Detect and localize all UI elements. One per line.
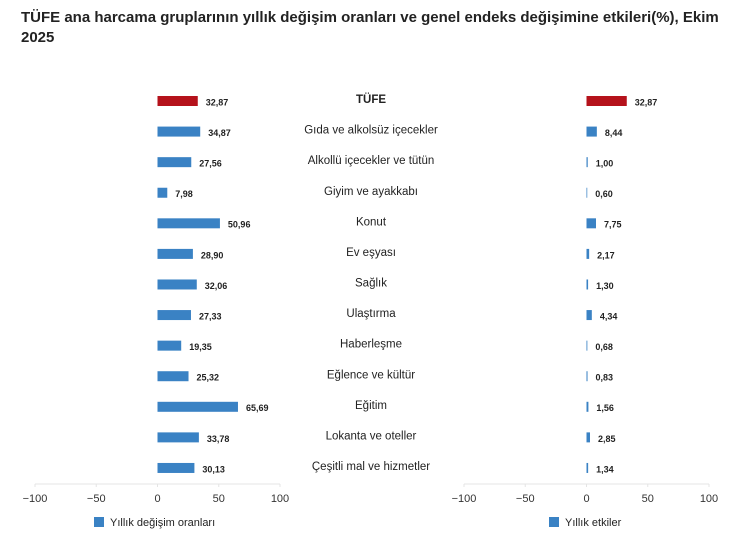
value-label: 7,98 — [175, 189, 193, 199]
bar — [157, 218, 220, 229]
value-label: 65,69 — [246, 403, 269, 413]
x-tick-label: 100 — [271, 493, 289, 505]
bar — [157, 279, 197, 290]
category-label: Eğlence ve kültür — [327, 369, 415, 381]
value-label: 0,83 — [596, 373, 614, 383]
category-label: Çeşitli mal ve hizmetler — [312, 461, 430, 473]
value-label: 32,87 — [206, 97, 229, 107]
category-label: Gıda ve alkolsüz içecekler — [304, 125, 438, 137]
bar — [586, 96, 627, 106]
category-label: Haberleşme — [340, 339, 402, 351]
bar — [157, 310, 191, 321]
bar — [157, 96, 198, 106]
value-label: 4,34 — [600, 311, 618, 321]
bar — [157, 157, 192, 168]
category-label: Lokanta ve oteller — [326, 430, 417, 442]
value-label: 32,06 — [205, 281, 228, 291]
category-label: Ev eşyası — [346, 247, 396, 259]
bar — [586, 462, 589, 473]
bar — [586, 310, 592, 321]
bar — [157, 340, 182, 351]
value-label: 33,78 — [207, 434, 230, 444]
x-tick-label: −100 — [23, 493, 48, 505]
legend-label: Yıllık etkiler — [565, 517, 622, 529]
value-label: 25,32 — [197, 373, 220, 383]
legend-label: Yıllık değişim oranları — [110, 517, 215, 529]
bar — [157, 371, 189, 382]
x-tick-label: −50 — [516, 493, 535, 505]
category-label: Sağlık — [355, 278, 387, 290]
bar — [586, 218, 596, 229]
value-label: 28,90 — [201, 250, 224, 260]
bar — [157, 248, 193, 259]
value-label: 1,56 — [596, 403, 614, 413]
x-tick-label: 100 — [700, 493, 718, 505]
value-label: 1,34 — [596, 464, 614, 474]
value-label: 1,00 — [596, 159, 614, 169]
value-label: 30,13 — [202, 464, 225, 474]
category-label: Konut — [356, 216, 387, 228]
x-tick-label: 50 — [213, 493, 225, 505]
value-label: 0,60 — [595, 189, 613, 199]
bar — [157, 462, 195, 473]
category-label: TÜFE — [356, 93, 386, 106]
bar — [586, 401, 589, 412]
bar — [157, 432, 199, 443]
x-tick-label: 50 — [642, 493, 654, 505]
category-label: Giyim ve ayakkabı — [324, 186, 418, 198]
value-label: 32,87 — [635, 97, 658, 107]
value-label: 27,33 — [199, 311, 222, 321]
value-label: 0,68 — [595, 342, 613, 352]
legend-swatch — [549, 517, 559, 527]
legend-swatch — [94, 517, 104, 527]
x-tick-label: 0 — [154, 493, 160, 505]
value-label: 2,85 — [598, 434, 616, 444]
value-label: 2,17 — [597, 250, 615, 260]
value-label: 19,35 — [189, 342, 212, 352]
category-label: Ulaştırma — [346, 308, 396, 320]
bar — [586, 187, 588, 198]
category-label: Eğitim — [355, 400, 387, 412]
value-label: 27,56 — [199, 159, 222, 169]
x-tick-label: −100 — [452, 493, 477, 505]
bar — [157, 401, 238, 412]
bar — [586, 432, 590, 443]
value-label: 7,75 — [604, 220, 622, 230]
bar — [586, 248, 590, 259]
bar — [586, 126, 597, 137]
category-label: Alkollü içecekler ve tütün — [308, 155, 435, 167]
x-tick-label: 0 — [583, 493, 589, 505]
bar — [157, 187, 168, 198]
x-tick-label: −50 — [87, 493, 106, 505]
bar — [586, 279, 589, 290]
bar — [586, 340, 588, 351]
bar — [586, 157, 588, 168]
value-label: 1,30 — [596, 281, 614, 291]
value-label: 8,44 — [605, 128, 623, 138]
chart-title: TÜFE ana harcama gruplarının yıllık deği… — [21, 9, 719, 46]
bar — [586, 371, 588, 382]
bar — [157, 126, 201, 137]
value-label: 34,87 — [208, 128, 231, 138]
value-label: 50,96 — [228, 220, 251, 230]
